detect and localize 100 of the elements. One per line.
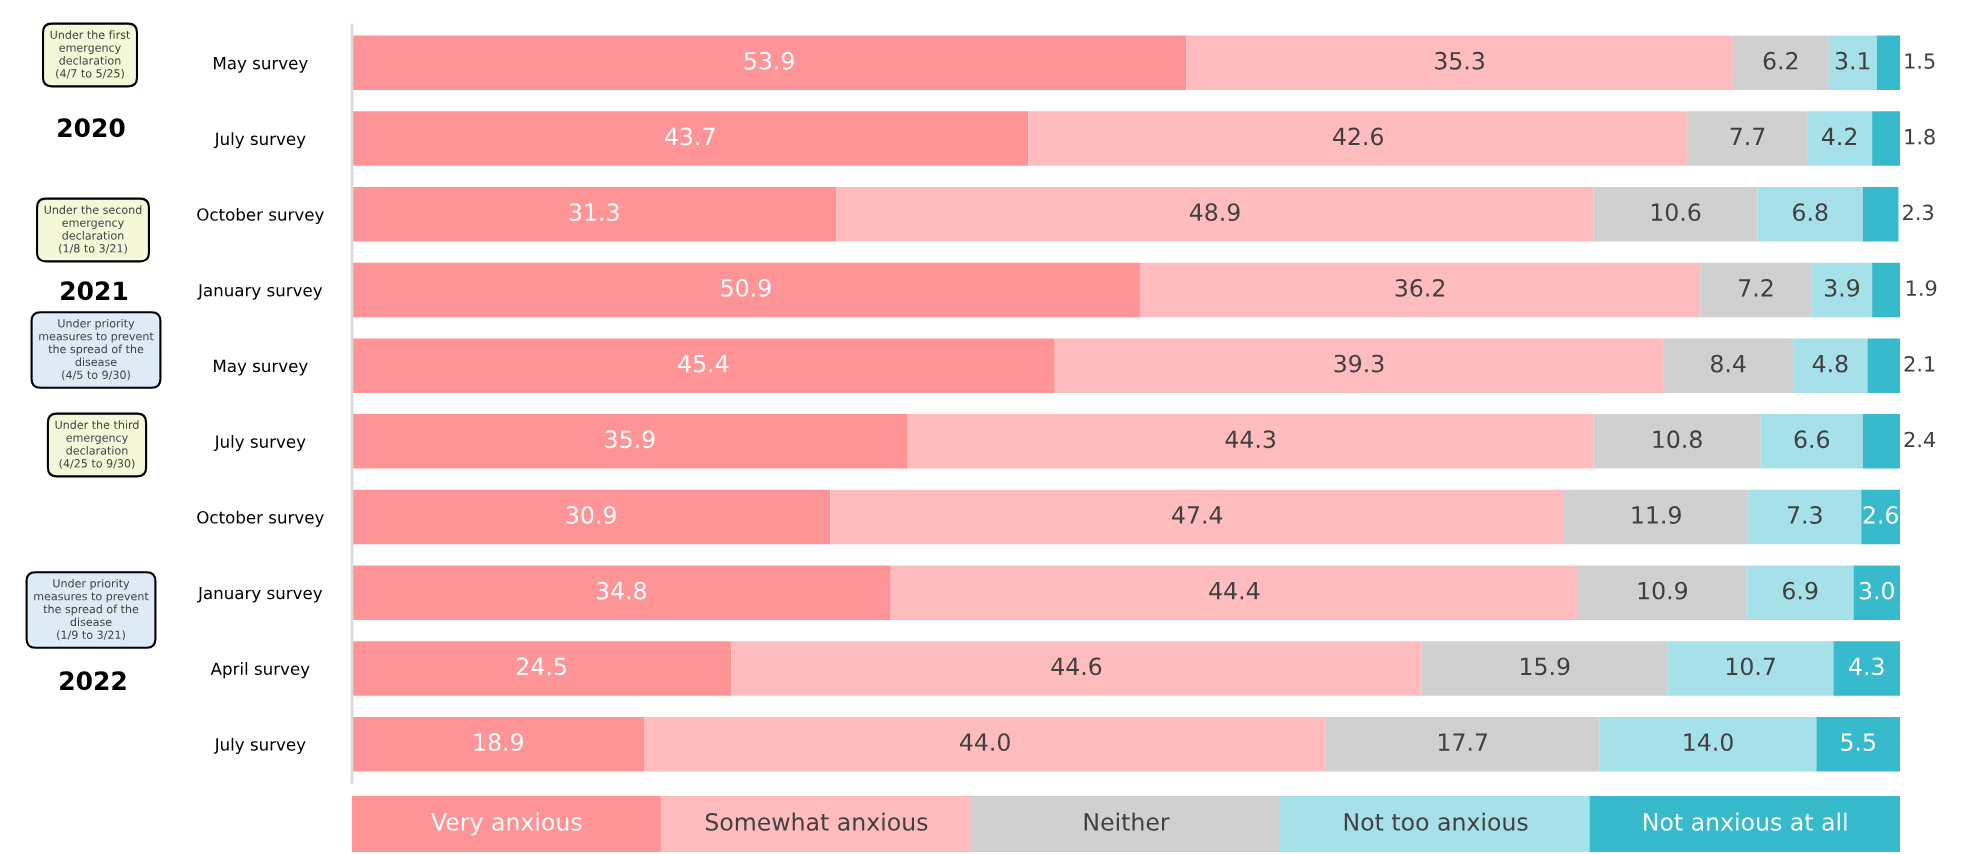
bar — [1054, 338, 1664, 393]
bar — [352, 414, 908, 469]
series-label: Not anxious at all — [1644, 812, 1847, 831]
data-label: 5.5 — [1841, 733, 1875, 751]
bar — [1862, 414, 1900, 469]
y-tick-label: July survey — [213, 737, 306, 754]
data-label: 50.9 — [721, 278, 771, 297]
data-label: 2.6 — [1863, 506, 1898, 524]
bar — [1139, 262, 1701, 318]
text: Under priority measures to prevent the spread of the disease (1/9 to 3/21) — [34, 578, 149, 641]
series-label: Very anxious — [431, 812, 582, 836]
data-label: 2.1 — [1904, 355, 1935, 372]
data-label: 44.3 — [1225, 430, 1276, 449]
data-label: 7.2 — [1739, 278, 1773, 297]
bar — [1757, 187, 1863, 242]
bar — [1687, 111, 1808, 166]
bar — [1867, 338, 1900, 393]
text: Neither — [1084, 812, 1170, 831]
bar — [1732, 35, 1829, 91]
data-label: 10.6 — [1651, 203, 1701, 222]
data-label: 6.6 — [1794, 430, 1830, 449]
bar — [1593, 187, 1758, 242]
text: Not too anxious — [1344, 812, 1528, 831]
data-label: 45.4 — [678, 354, 729, 373]
bar — [1828, 35, 1877, 91]
bar — [352, 489, 831, 545]
bar — [1700, 262, 1812, 318]
bar — [1186, 35, 1733, 91]
data-label: 11.9 — [1632, 506, 1681, 524]
bar — [352, 35, 1187, 91]
series-label: Somewhat anxious — [705, 812, 928, 831]
data-label: 53.9 — [744, 51, 794, 70]
bar — [1667, 641, 1834, 696]
data-label: 2.3 — [1903, 204, 1934, 221]
y-tick-label: January survey — [197, 284, 323, 300]
data-label: 10.9 — [1638, 581, 1688, 600]
text: Under the second emergency declaration (1/8 to 3/21) — [44, 205, 142, 254]
data-label: 44.0 — [960, 733, 1010, 751]
bar — [1872, 111, 1900, 166]
bar — [1578, 565, 1747, 620]
bar — [1862, 187, 1899, 242]
data-label: 42.6 — [1333, 127, 1383, 146]
bar — [1593, 414, 1761, 469]
data-label: 6.9 — [1783, 581, 1818, 600]
bar — [890, 565, 1579, 620]
bar — [1833, 641, 1900, 696]
bar — [1599, 716, 1817, 772]
bar — [644, 716, 1326, 772]
text: 2022 — [60, 671, 126, 691]
data-label: 36.2 — [1395, 278, 1445, 297]
data-label: 17.7 — [1439, 733, 1487, 751]
bar — [352, 262, 1140, 318]
data-label: 7.3 — [1787, 506, 1822, 524]
y-tick-label: October survey — [197, 510, 324, 527]
data-label: 14.0 — [1684, 733, 1733, 751]
bar — [1861, 489, 1900, 545]
bar — [352, 641, 732, 696]
data-label: 44.4 — [1209, 582, 1260, 600]
data-label: 1.8 — [1905, 128, 1935, 145]
data-label: 31.3 — [569, 203, 619, 222]
bar — [352, 565, 891, 620]
bar — [352, 111, 1029, 166]
bar — [1564, 489, 1749, 545]
bar — [1748, 489, 1862, 545]
data-label: 43.7 — [665, 127, 715, 146]
y-tick-label: July survey — [213, 435, 306, 452]
bar — [352, 187, 837, 242]
bar — [1793, 338, 1868, 393]
data-label: 34.8 — [596, 581, 647, 600]
data-label: 30.9 — [566, 506, 616, 524]
bar — [352, 338, 1055, 393]
bar — [352, 716, 645, 772]
bar — [1811, 262, 1873, 318]
data-label: 10.7 — [1726, 657, 1775, 676]
data-label: 1.5 — [1905, 53, 1935, 69]
bar — [907, 414, 1594, 469]
data-label: 39.3 — [1334, 354, 1384, 373]
bar — [830, 489, 1565, 545]
data-label: 6.8 — [1793, 203, 1828, 222]
data-label: 3.1 — [1835, 51, 1870, 70]
bar — [1807, 111, 1873, 166]
data-label: 2.4 — [1904, 431, 1936, 448]
data-label: 3.9 — [1824, 278, 1860, 297]
bar — [1760, 414, 1863, 469]
y-tick-label: April survey — [210, 662, 310, 679]
data-label: 18.9 — [474, 733, 523, 751]
bar — [1872, 262, 1900, 318]
bar — [1746, 565, 1854, 620]
bar — [1028, 111, 1688, 166]
y-tick-label: January survey — [197, 586, 323, 603]
bar — [1816, 716, 1900, 772]
data-label: 4.8 — [1812, 354, 1848, 373]
data-label: 10.8 — [1653, 430, 1702, 449]
text: Under the third emergency declaration (4/25 to 9/30) — [55, 420, 139, 469]
bar — [1663, 338, 1794, 393]
data-label: 4.3 — [1849, 657, 1884, 676]
data-label: 48.9 — [1189, 203, 1240, 222]
data-label: 1.9 — [1906, 280, 1937, 296]
y-tick-label: May survey — [214, 57, 308, 73]
y-tick-label: July survey — [213, 132, 306, 149]
